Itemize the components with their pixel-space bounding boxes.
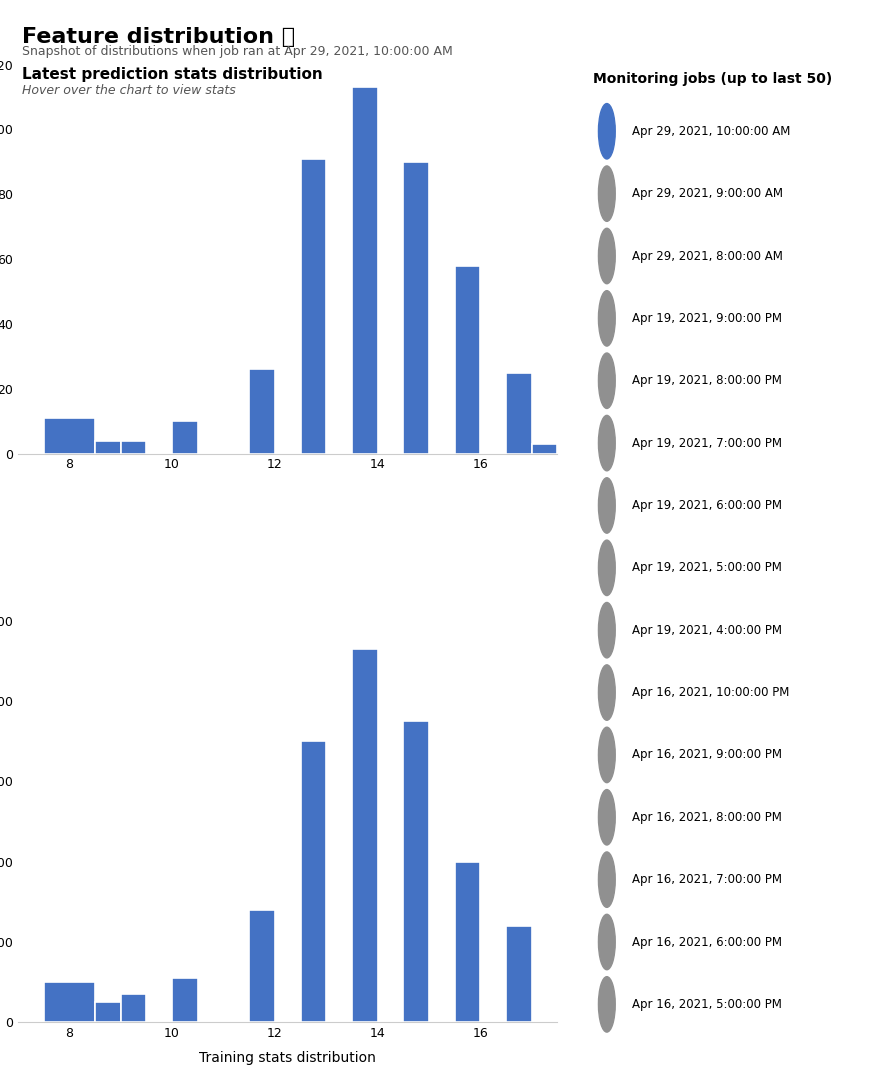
Circle shape <box>599 478 616 534</box>
Text: Apr 29, 2021, 10:00:00 AM: Apr 29, 2021, 10:00:00 AM <box>633 125 790 138</box>
Text: Apr 19, 2021, 6:00:00 PM: Apr 19, 2021, 6:00:00 PM <box>633 499 782 512</box>
Text: Apr 19, 2021, 5:00:00 PM: Apr 19, 2021, 5:00:00 PM <box>633 562 782 575</box>
Text: Apr 29, 2021, 8:00:00 AM: Apr 29, 2021, 8:00:00 AM <box>633 250 783 263</box>
Text: Snapshot of distributions when job ran at Apr 29, 2021, 10:00:00 AM: Snapshot of distributions when job ran a… <box>22 45 453 58</box>
Circle shape <box>599 977 616 1032</box>
Bar <box>249 910 275 1022</box>
Text: Apr 19, 2021, 4:00:00 PM: Apr 19, 2021, 4:00:00 PM <box>633 624 782 637</box>
Circle shape <box>599 790 616 845</box>
Text: Apr 16, 2021, 6:00:00 PM: Apr 16, 2021, 6:00:00 PM <box>633 935 782 949</box>
Bar <box>506 372 531 453</box>
Bar <box>403 161 429 453</box>
Bar <box>403 721 429 1022</box>
Circle shape <box>599 915 616 969</box>
Bar <box>506 926 531 1022</box>
Text: Apr 16, 2021, 5:00:00 PM: Apr 16, 2021, 5:00:00 PM <box>633 997 782 1010</box>
Circle shape <box>599 665 616 720</box>
Bar <box>172 978 198 1022</box>
Text: Monitoring jobs (up to last 50): Monitoring jobs (up to last 50) <box>593 72 832 86</box>
Circle shape <box>599 603 616 657</box>
Text: Feature distribution ❓: Feature distribution ❓ <box>22 27 296 47</box>
Text: Apr 29, 2021, 9:00:00 AM: Apr 29, 2021, 9:00:00 AM <box>633 187 783 200</box>
Text: Apr 16, 2021, 9:00:00 PM: Apr 16, 2021, 9:00:00 PM <box>633 749 782 762</box>
Text: Apr 16, 2021, 7:00:00 PM: Apr 16, 2021, 7:00:00 PM <box>633 873 782 887</box>
Bar <box>454 266 480 453</box>
Text: Apr 19, 2021, 7:00:00 PM: Apr 19, 2021, 7:00:00 PM <box>633 437 782 450</box>
Bar <box>352 87 377 453</box>
Bar <box>95 440 121 453</box>
Circle shape <box>599 291 616 346</box>
Text: Latest prediction stats distribution: Latest prediction stats distribution <box>22 67 323 82</box>
Bar <box>531 443 557 453</box>
Bar <box>121 440 146 453</box>
X-axis label: Training stats distribution: Training stats distribution <box>199 1051 376 1065</box>
Circle shape <box>599 166 616 222</box>
Text: Apr 19, 2021, 9:00:00 PM: Apr 19, 2021, 9:00:00 PM <box>633 312 782 325</box>
Circle shape <box>599 353 616 409</box>
Circle shape <box>599 415 616 471</box>
Text: Hover over the chart to view stats: Hover over the chart to view stats <box>22 84 237 97</box>
Bar <box>300 741 326 1022</box>
Circle shape <box>599 228 616 284</box>
Bar <box>352 649 377 1022</box>
Circle shape <box>599 727 616 782</box>
Text: Apr 16, 2021, 10:00:00 PM: Apr 16, 2021, 10:00:00 PM <box>633 686 789 699</box>
Bar <box>454 862 480 1022</box>
Bar <box>95 1002 121 1022</box>
Circle shape <box>599 103 616 159</box>
Bar <box>300 158 326 453</box>
Text: Apr 19, 2021, 8:00:00 PM: Apr 19, 2021, 8:00:00 PM <box>633 374 782 387</box>
Bar <box>121 994 146 1022</box>
Text: Apr 16, 2021, 8:00:00 PM: Apr 16, 2021, 8:00:00 PM <box>633 811 782 824</box>
Bar <box>172 421 198 453</box>
Bar <box>44 982 95 1022</box>
Bar <box>249 369 275 453</box>
Bar <box>44 417 95 453</box>
Circle shape <box>599 852 616 907</box>
Circle shape <box>599 540 616 595</box>
